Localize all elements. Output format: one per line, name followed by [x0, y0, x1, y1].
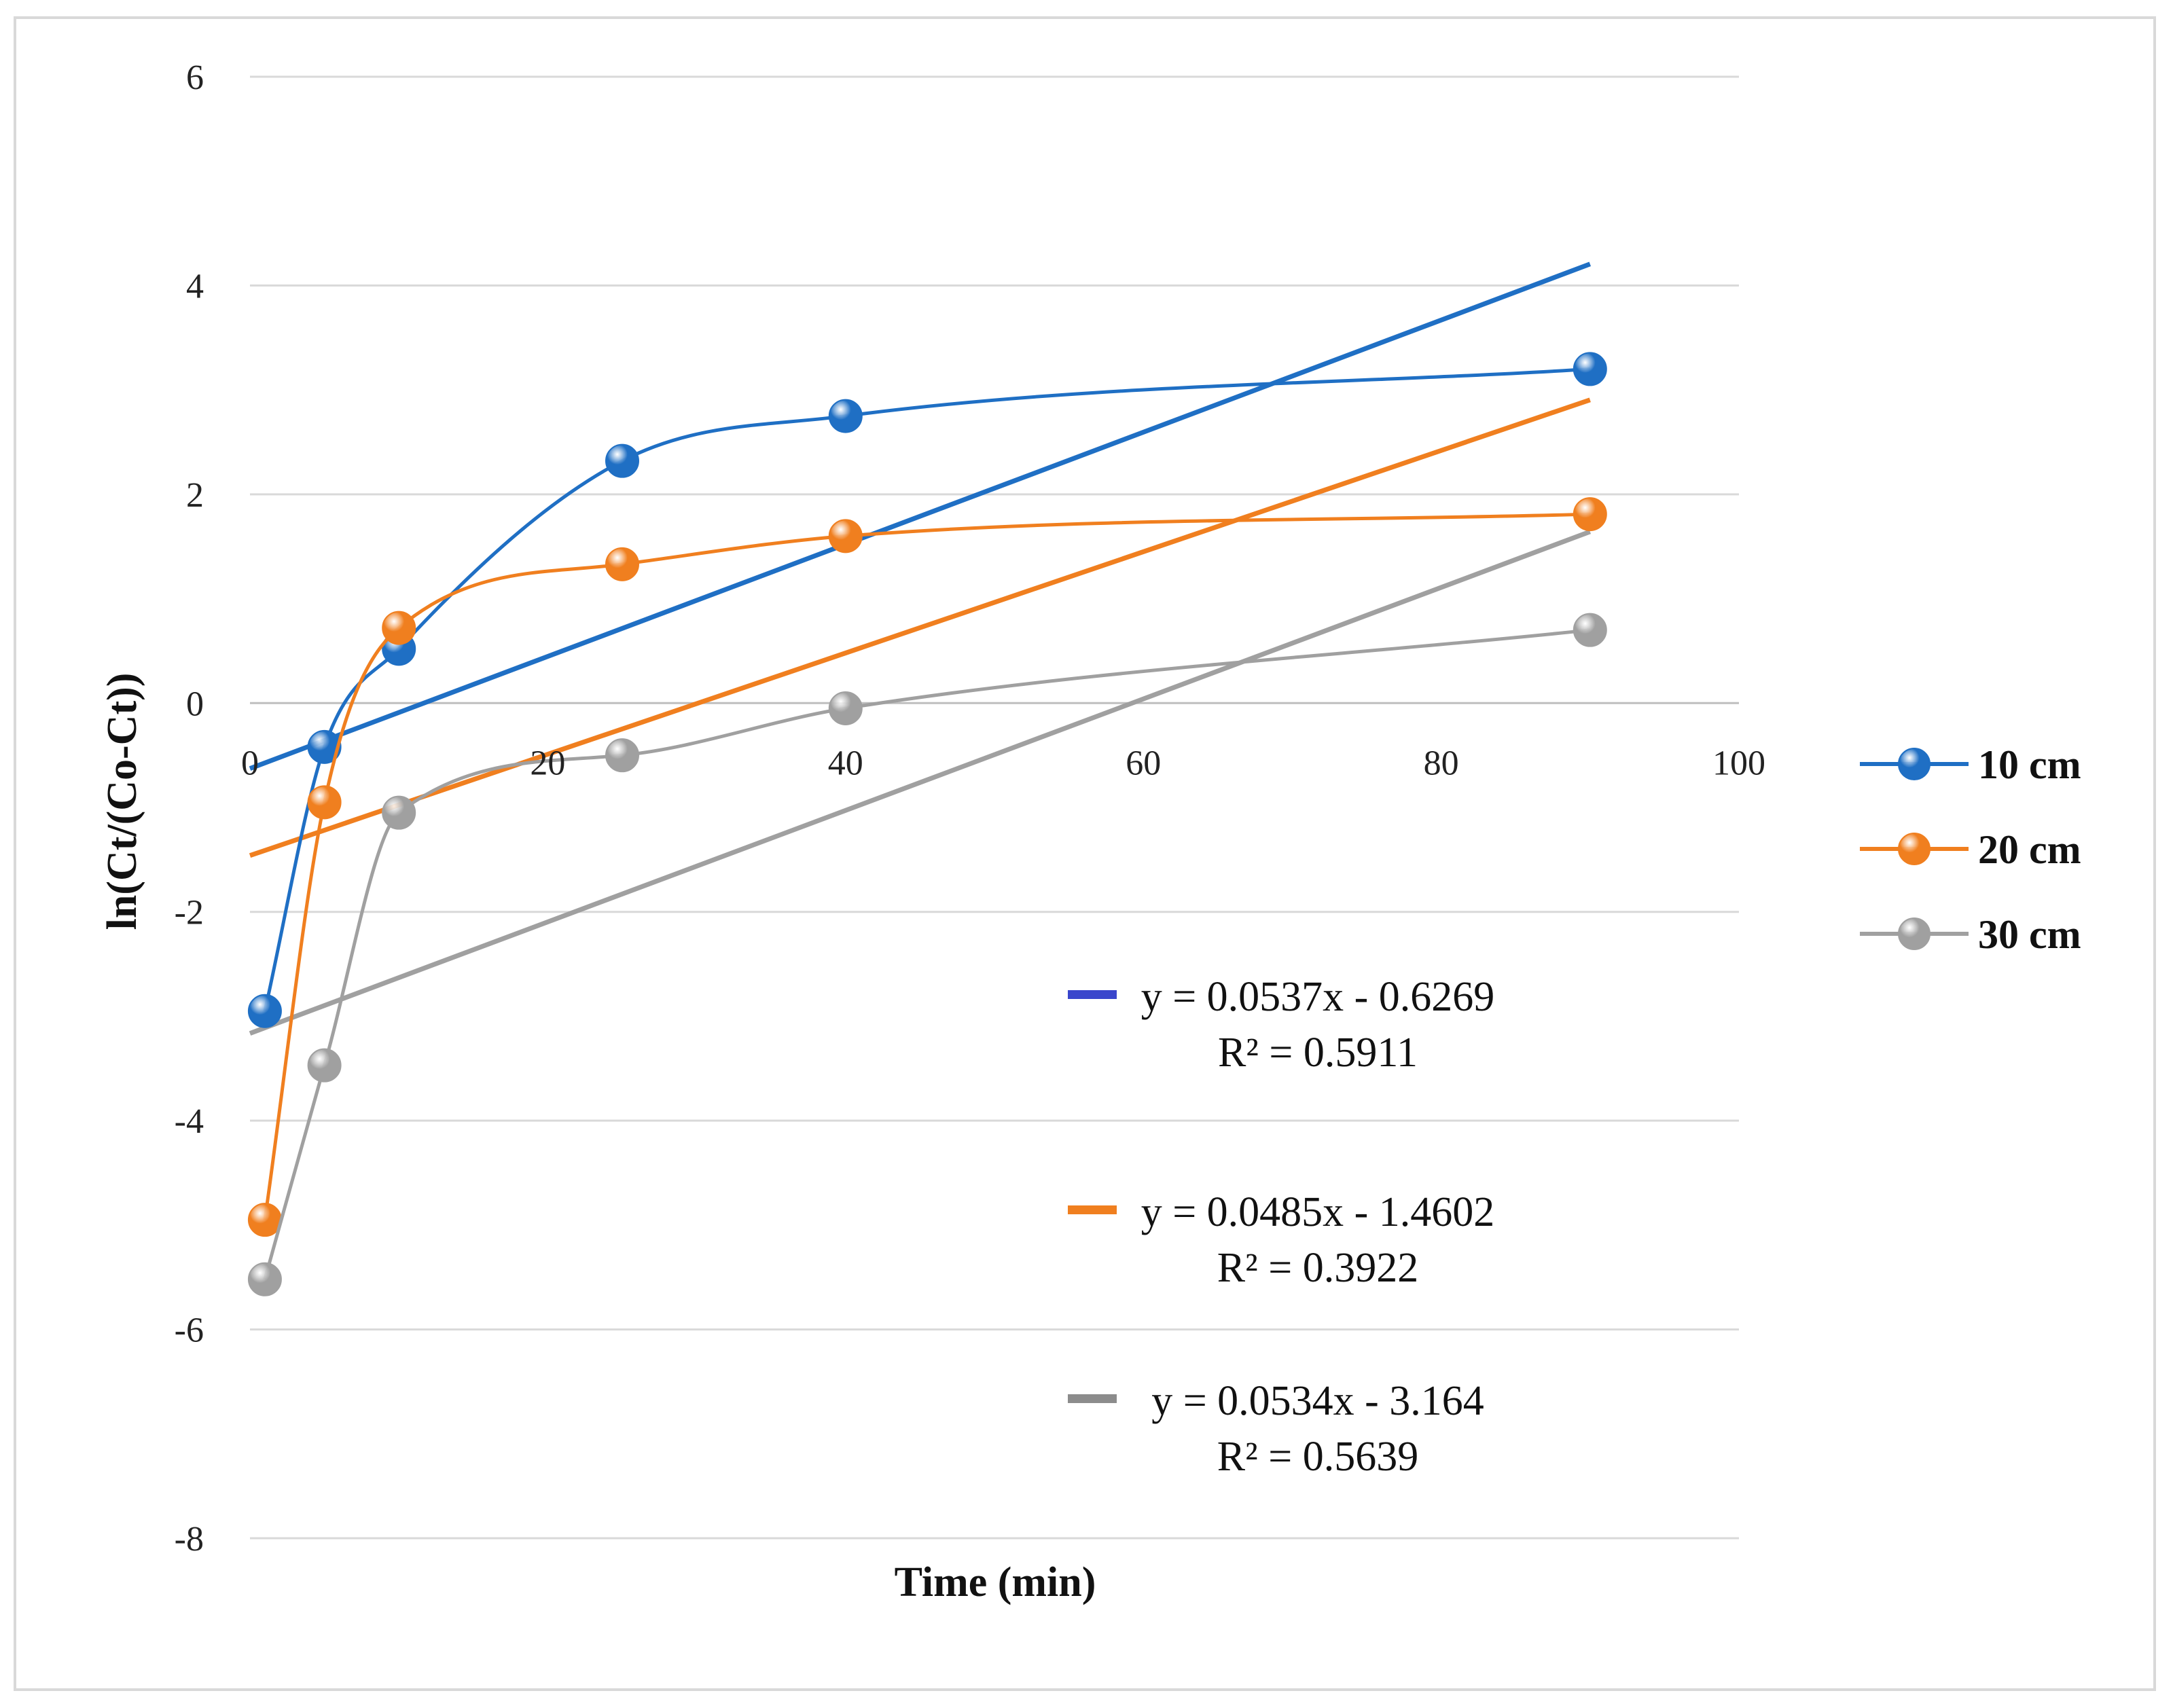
- y-tick-label: 4: [186, 267, 204, 306]
- trendline-equations: y = 0.0537x - 0.6269 R² = 0.5911 y = 0.048…: [1068, 974, 1494, 1480]
- data-point-30-cm: [382, 795, 416, 830]
- x-axis-title: Time (min): [895, 1559, 1096, 1605]
- r-squared-text-10-cm: R² = 0.5911: [1218, 1030, 1418, 1076]
- data-point-10-cm: [307, 729, 342, 764]
- data-point-20-cm: [1573, 497, 1607, 532]
- data-point-30-cm: [247, 1262, 282, 1296]
- trendline-30-cm: [249, 529, 1592, 1036]
- legend-marker-10-cm: [1898, 748, 1930, 780]
- y-tick-label: 0: [186, 685, 204, 723]
- data-point-20-cm: [382, 611, 416, 645]
- data-point-10-cm: [828, 399, 863, 433]
- equation-text-30-cm: y = 0.0534x - 3.164: [1151, 1378, 1484, 1424]
- data-point-30-cm: [828, 691, 863, 725]
- r-squared-text-30-cm: R² = 0.5639: [1217, 1434, 1418, 1480]
- data-point-20-cm: [828, 519, 863, 553]
- legend-marker-20-cm: [1898, 833, 1930, 865]
- data-point-30-cm: [605, 738, 639, 773]
- grid-layer: [250, 75, 1739, 1540]
- equation-swatch-30-cm: [1068, 1394, 1117, 1403]
- legend: 10 cm 20 cm 30 cm: [1860, 742, 2081, 957]
- data-point-10-cm: [605, 443, 639, 478]
- x-tick-label: 20: [530, 744, 565, 782]
- data-point-30-cm: [307, 1048, 342, 1083]
- trendline-10-cm: [249, 261, 1592, 771]
- x-tick-label: 100: [1712, 744, 1765, 782]
- y-tick-label: -8: [175, 1520, 204, 1559]
- y-tick-label: -4: [175, 1102, 204, 1141]
- x-tick-label: 60: [1126, 744, 1161, 782]
- y-tick-label: 6: [186, 58, 204, 97]
- data-point-30-cm: [1573, 613, 1607, 647]
- equation-swatch-20-cm: [1068, 1205, 1117, 1214]
- data-point-20-cm: [247, 1203, 282, 1237]
- x-tick-label: 40: [828, 744, 863, 782]
- data-point-10-cm: [1573, 352, 1607, 386]
- x-tick-label: 0: [241, 744, 259, 782]
- data-point-20-cm: [307, 785, 342, 820]
- y-tick-label: -2: [175, 894, 204, 932]
- legend-label-30-cm: 30 cm: [1978, 912, 2081, 957]
- r-squared-text-20-cm: R² = 0.3922: [1217, 1245, 1418, 1291]
- equation-text-10-cm: y = 0.0537x - 0.6269: [1141, 974, 1495, 1020]
- trendline-20-cm: [249, 397, 1591, 858]
- y-tick-label: -6: [175, 1311, 204, 1350]
- legend-label-10-cm: 10 cm: [1978, 742, 2081, 787]
- series-line-20-cm: [263, 512, 1590, 1220]
- legend-marker-30-cm: [1898, 917, 1930, 950]
- data-point-10-cm: [247, 994, 282, 1028]
- equation-text-20-cm: y = 0.0485x - 1.4602: [1141, 1189, 1495, 1235]
- y-axis-title: ln(Ct/(Co-Ct)): [99, 673, 145, 930]
- y-tick-label: 2: [186, 476, 204, 515]
- chart-frame: [14, 16, 2156, 1691]
- equation-swatch-10-cm: [1068, 990, 1117, 999]
- trendline-layer: [249, 261, 1592, 1036]
- legend-label-20-cm: 20 cm: [1978, 827, 2081, 872]
- x-tick-label: 80: [1424, 744, 1459, 782]
- data-point-20-cm: [605, 547, 639, 581]
- series-layer: [247, 352, 1607, 1296]
